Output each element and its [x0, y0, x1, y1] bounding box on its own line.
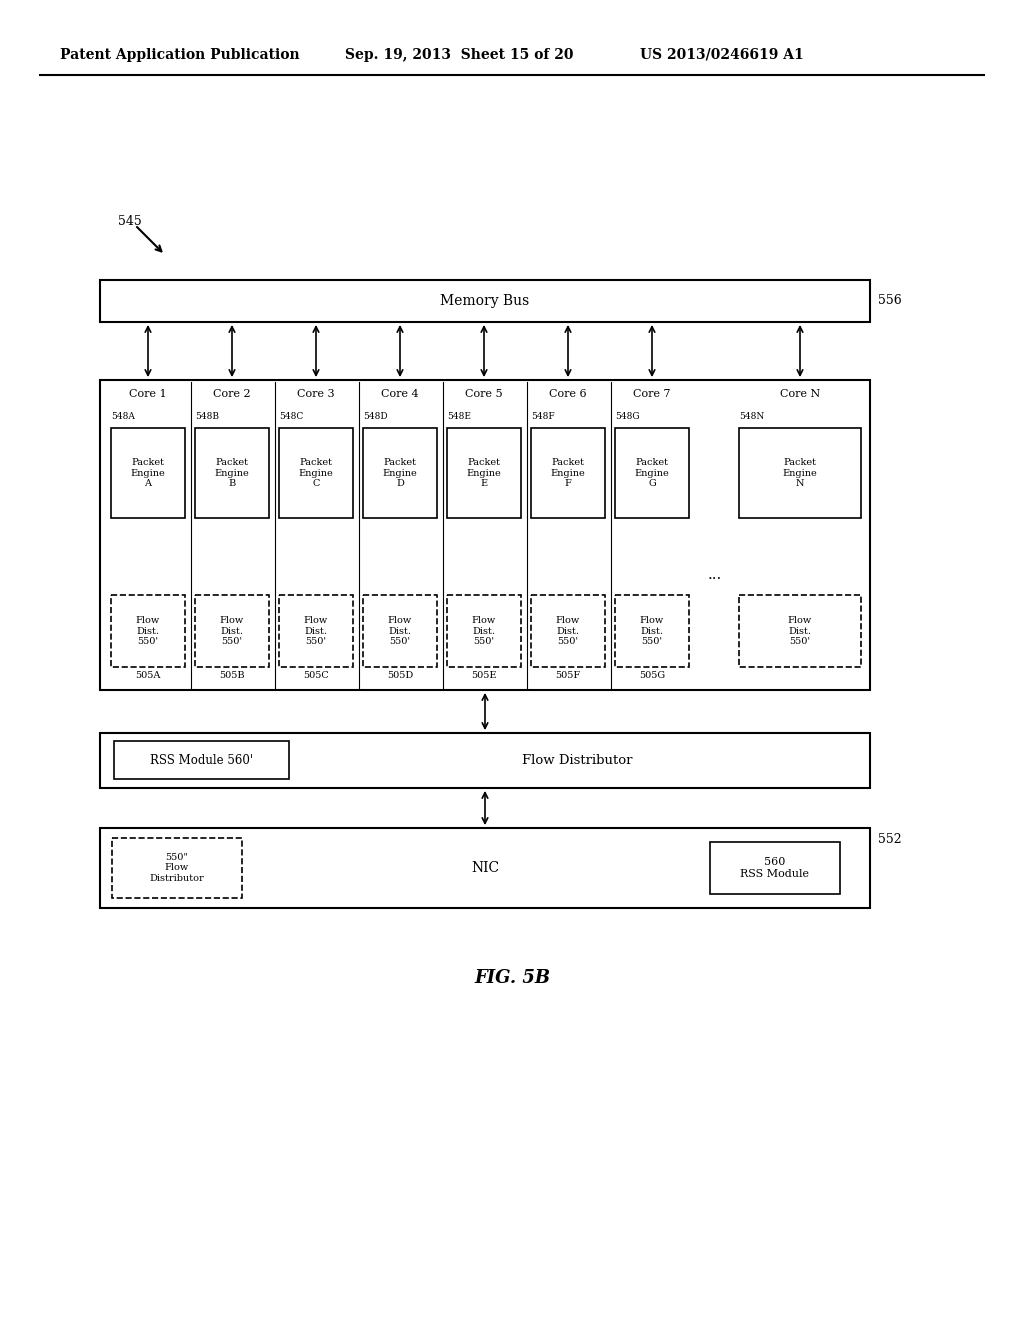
Text: Flow
Dist.
550': Flow Dist. 550' [787, 616, 812, 645]
Text: Packet
Engine
G: Packet Engine G [635, 458, 670, 488]
Text: 505D: 505D [387, 672, 413, 681]
Text: Core 3: Core 3 [297, 389, 335, 399]
Bar [362, 595, 437, 667]
Text: Core 7: Core 7 [633, 389, 671, 399]
Text: Packet
Engine
F: Packet Engine F [551, 458, 586, 488]
Bar [362, 428, 437, 517]
Text: Memory Bus: Memory Bus [440, 294, 529, 308]
Text: 505C: 505C [303, 672, 329, 681]
Text: Flow
Dist.
550': Flow Dist. 550' [136, 616, 160, 645]
Text: Packet
Engine
A: Packet Engine A [131, 458, 165, 488]
Text: Flow Distributor: Flow Distributor [522, 754, 633, 767]
Bar [112, 838, 242, 898]
Text: US 2013/0246619 A1: US 2013/0246619 A1 [640, 48, 804, 62]
Text: Packet
Engine
C: Packet Engine C [299, 458, 334, 488]
Text: Flow
Dist.
550': Flow Dist. 550' [556, 616, 581, 645]
Text: 505G: 505G [639, 672, 665, 681]
Text: 548N: 548N [739, 412, 764, 421]
Bar [195, 595, 269, 667]
Bar [531, 428, 605, 517]
Bar [195, 428, 269, 517]
Text: Packet
Engine
D: Packet Engine D [383, 458, 418, 488]
Text: Core 1: Core 1 [129, 389, 167, 399]
Bar [739, 428, 861, 517]
Text: NIC: NIC [471, 861, 499, 875]
Text: Packet
Engine
B: Packet Engine B [215, 458, 250, 488]
Text: 505F: 505F [555, 672, 581, 681]
Text: 548B: 548B [195, 412, 219, 421]
Text: FIG. 5B: FIG. 5B [474, 969, 550, 987]
Bar [114, 741, 289, 779]
Bar [531, 595, 605, 667]
Bar [111, 428, 185, 517]
Text: Patent Application Publication: Patent Application Publication [60, 48, 300, 62]
Text: ...: ... [708, 568, 722, 582]
Text: Core N: Core N [780, 389, 820, 399]
Text: 548F: 548F [531, 412, 555, 421]
Text: 550"
Flow
Distributor: 550" Flow Distributor [150, 853, 205, 883]
Text: 548C: 548C [279, 412, 303, 421]
Text: Flow
Dist.
550': Flow Dist. 550' [388, 616, 412, 645]
Text: 545: 545 [118, 215, 141, 228]
Bar [279, 595, 353, 667]
Bar [739, 595, 861, 667]
Text: 560
RSS Module: 560 RSS Module [740, 857, 810, 879]
Bar [100, 733, 870, 788]
Bar [100, 280, 870, 322]
Bar [100, 380, 870, 690]
Text: Core 5: Core 5 [465, 389, 503, 399]
Bar [279, 428, 353, 517]
Text: 548E: 548E [447, 412, 471, 421]
Bar [111, 595, 185, 667]
Text: 548A: 548A [111, 412, 135, 421]
Bar [615, 595, 689, 667]
Bar [447, 595, 521, 667]
Text: 556: 556 [878, 294, 902, 308]
Text: Core 6: Core 6 [549, 389, 587, 399]
Bar [100, 828, 870, 908]
Text: Core 4: Core 4 [381, 389, 419, 399]
Text: 552: 552 [878, 833, 901, 846]
Bar [710, 842, 840, 894]
Text: Packet
Engine
N: Packet Engine N [782, 458, 817, 488]
Text: 505A: 505A [135, 672, 161, 681]
Text: Sep. 19, 2013  Sheet 15 of 20: Sep. 19, 2013 Sheet 15 of 20 [345, 48, 573, 62]
Text: Flow
Dist.
550': Flow Dist. 550' [640, 616, 665, 645]
Text: 548G: 548G [615, 412, 640, 421]
Bar [615, 428, 689, 517]
Bar [447, 428, 521, 517]
Text: 505B: 505B [219, 672, 245, 681]
Text: Packet
Engine
E: Packet Engine E [467, 458, 502, 488]
Text: Core 2: Core 2 [213, 389, 251, 399]
Text: Flow
Dist.
550': Flow Dist. 550' [220, 616, 244, 645]
Text: 505E: 505E [471, 672, 497, 681]
Text: 548D: 548D [362, 412, 388, 421]
Text: Flow
Dist.
550': Flow Dist. 550' [304, 616, 328, 645]
Text: Flow
Dist.
550': Flow Dist. 550' [472, 616, 496, 645]
Text: RSS Module 560': RSS Module 560' [150, 754, 253, 767]
